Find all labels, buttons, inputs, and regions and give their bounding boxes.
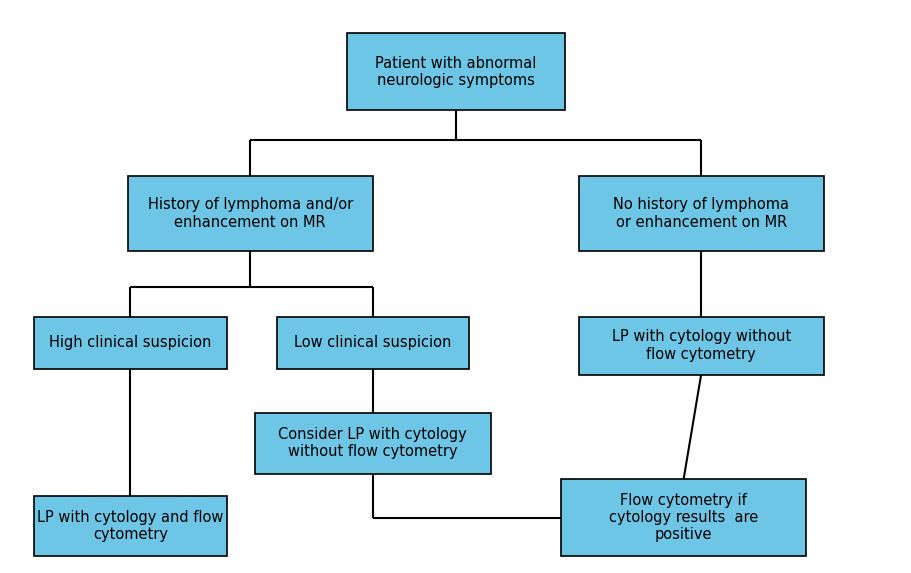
Text: No history of lymphoma
or enhancement on MR: No history of lymphoma or enhancement on… xyxy=(612,198,788,230)
Text: LP with cytology without
flow cytometry: LP with cytology without flow cytometry xyxy=(611,329,790,362)
FancyBboxPatch shape xyxy=(34,317,226,369)
FancyBboxPatch shape xyxy=(578,317,823,375)
FancyBboxPatch shape xyxy=(128,176,373,251)
FancyBboxPatch shape xyxy=(578,176,823,251)
Text: Consider LP with cytology
without flow cytometry: Consider LP with cytology without flow c… xyxy=(278,427,466,460)
Text: High clinical suspicion: High clinical suspicion xyxy=(49,335,211,350)
FancyBboxPatch shape xyxy=(254,413,490,473)
Text: Low clinical suspicion: Low clinical suspicion xyxy=(294,335,451,350)
Text: History of lymphoma and/or
enhancement on MR: History of lymphoma and/or enhancement o… xyxy=(148,198,353,230)
Text: Flow cytometry if
cytology results  are
positive: Flow cytometry if cytology results are p… xyxy=(609,493,757,543)
FancyBboxPatch shape xyxy=(346,33,565,111)
FancyBboxPatch shape xyxy=(560,479,805,556)
FancyBboxPatch shape xyxy=(276,317,468,369)
Text: LP with cytology and flow
cytometry: LP with cytology and flow cytometry xyxy=(37,509,223,542)
FancyBboxPatch shape xyxy=(34,496,226,556)
Text: Patient with abnormal
neurologic symptoms: Patient with abnormal neurologic symptom… xyxy=(375,56,536,88)
